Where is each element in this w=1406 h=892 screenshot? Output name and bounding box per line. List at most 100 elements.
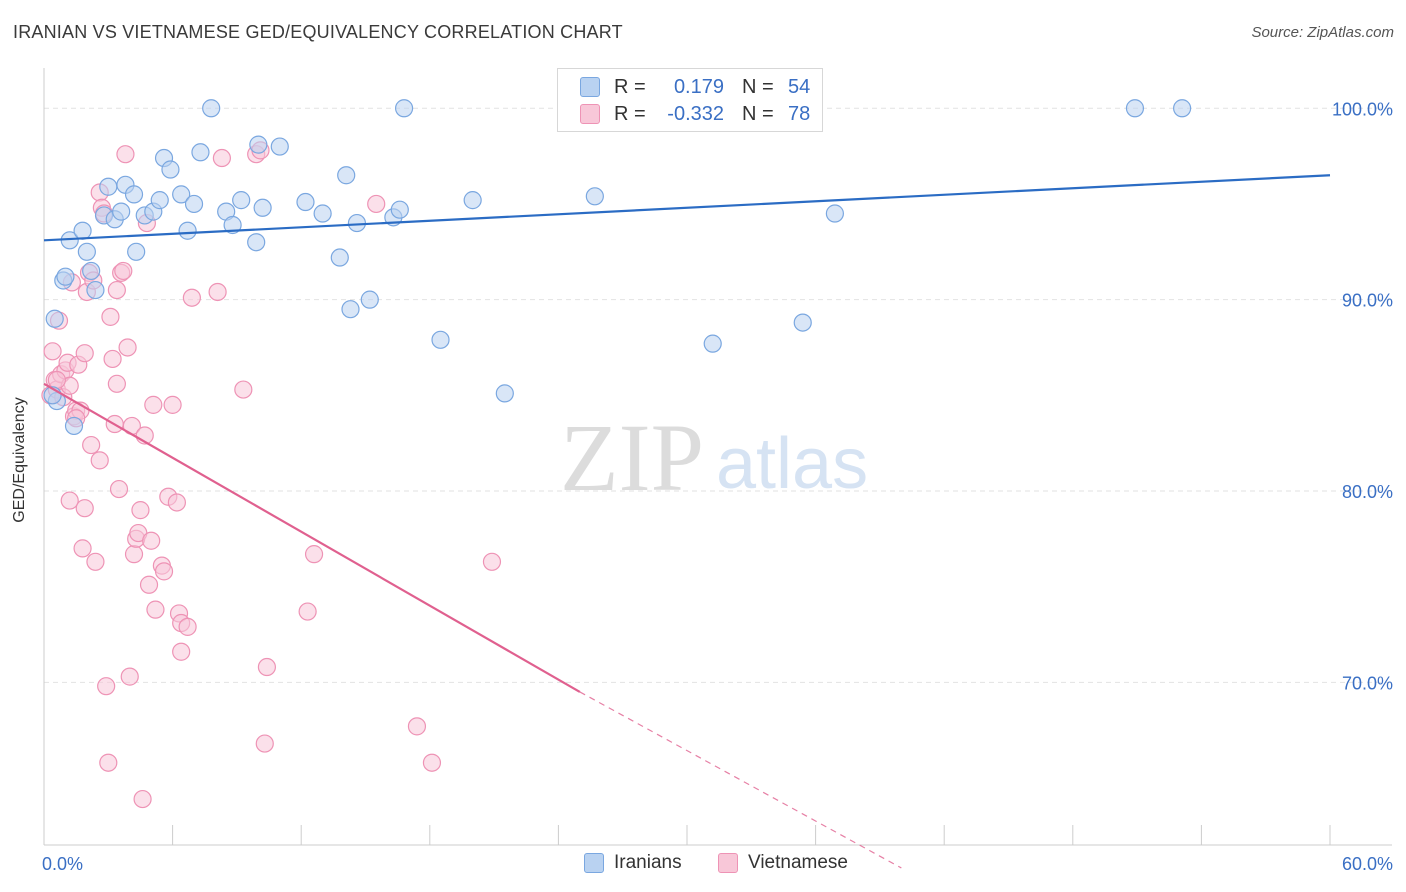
vietnamese-point xyxy=(47,370,66,390)
axes xyxy=(43,68,1392,846)
vietnamese-point xyxy=(146,600,165,619)
vietnamese-point xyxy=(422,753,442,772)
vietnamese-point xyxy=(298,602,317,621)
vietnamese-point xyxy=(90,451,109,470)
iranians-point xyxy=(184,194,204,214)
vietnamese-point xyxy=(167,493,186,512)
y-axis-label: GED/Equivalency xyxy=(11,397,28,523)
vietnamese-points xyxy=(41,141,502,809)
iranians-point xyxy=(270,137,289,156)
iranians-r-value: 0.179 xyxy=(673,75,724,98)
iranians-point xyxy=(86,280,105,300)
iranians-point xyxy=(73,221,92,240)
bottom-legend-vietnamese: Vietnamese xyxy=(718,852,848,874)
iranians-point xyxy=(360,290,379,309)
vietnamese-n-label: N = xyxy=(742,102,774,125)
iranians-point xyxy=(45,309,64,328)
vietnamese-r-label: R = xyxy=(614,102,646,125)
watermark-atlas: atlas xyxy=(716,424,868,504)
vietnamese-point xyxy=(60,491,79,510)
vietnamese-trend-extension xyxy=(579,691,902,869)
vietnamese-point xyxy=(142,531,161,550)
iranians-point xyxy=(1125,99,1145,118)
vietnamese-point xyxy=(103,349,122,369)
iranians-point xyxy=(99,177,118,196)
vietnamese-point xyxy=(97,677,116,696)
vietnamese-point xyxy=(107,280,126,300)
vietnamese-point xyxy=(304,545,324,564)
iranians-point xyxy=(172,185,191,204)
iranians-point xyxy=(112,202,131,221)
vietnamese-point xyxy=(131,501,150,520)
y-tick-label: 80.0% xyxy=(1342,482,1393,502)
vietnamese-point xyxy=(75,499,94,518)
iranians-point xyxy=(313,204,332,223)
vietnamese-point xyxy=(124,545,144,564)
vietnamese-point xyxy=(114,261,133,281)
y-tick-label: 100.0% xyxy=(1332,99,1393,119)
bottom-iranians-label: Iranians xyxy=(614,852,682,873)
iranians-point xyxy=(463,191,482,210)
vietnamese-point xyxy=(255,734,274,753)
iranians-n-label: N = xyxy=(742,75,774,98)
iranians-point xyxy=(124,185,144,204)
vietnamese-point xyxy=(43,342,62,361)
iranians-point xyxy=(191,143,210,162)
vietnamese-point xyxy=(109,479,129,499)
vietnamese-n-value: 78 xyxy=(788,102,811,125)
vietnamese-swatch xyxy=(580,104,600,124)
vietnamese-point xyxy=(86,552,105,571)
vietnamese-point xyxy=(182,288,201,307)
iranians-point xyxy=(337,166,356,185)
iranians-point xyxy=(585,187,604,206)
x-tick-labels: 0.0% 60.0% xyxy=(42,854,1393,874)
vietnamese-point xyxy=(257,657,277,677)
iranians-point xyxy=(232,191,251,210)
legend-row-vietnamese: R = -0.332 N = 78 xyxy=(580,101,810,127)
x-tick-label: 60.0% xyxy=(1342,854,1393,874)
iranians-trend-line xyxy=(43,174,1331,242)
vietnamese-point xyxy=(208,282,227,302)
vietnamese-point xyxy=(407,717,427,736)
iranians-point xyxy=(249,135,268,154)
iranians-point xyxy=(495,384,514,403)
vietnamese-point xyxy=(75,344,94,363)
vietnamese-point xyxy=(154,562,174,581)
watermark-zip: ZIP xyxy=(560,404,704,511)
iranians-point xyxy=(77,242,96,261)
vietnamese-point xyxy=(82,435,101,455)
stats-legend: R = 0.179 N = 54 R = -0.332 N = 78 xyxy=(557,68,823,132)
vietnamese-point xyxy=(101,307,120,326)
y-tick-label: 90.0% xyxy=(1342,291,1393,311)
iranians-point xyxy=(56,267,75,286)
vietnamese-point xyxy=(212,148,231,168)
iranians-point xyxy=(793,313,812,332)
bottom-vietnamese-label: Vietnamese xyxy=(748,852,848,873)
iranians-point xyxy=(150,191,169,210)
iranians-point xyxy=(394,99,414,118)
vietnamese-point xyxy=(107,374,126,393)
watermark: ZIP atlas xyxy=(560,404,868,511)
vietnamese-point xyxy=(139,575,159,594)
iranians-r-label: R = xyxy=(614,75,646,98)
iranians-point xyxy=(202,99,221,118)
iranians-points xyxy=(43,99,1192,436)
vietnamese-point xyxy=(116,145,135,164)
iranians-point xyxy=(127,242,146,261)
vietnamese-point xyxy=(234,380,253,399)
iranians-point xyxy=(390,200,409,219)
iranians-point xyxy=(82,261,101,281)
iranians-point xyxy=(64,416,84,436)
iranians-point xyxy=(1173,99,1192,118)
bottom-vietnamese-swatch xyxy=(718,853,738,873)
vietnamese-point xyxy=(144,395,163,414)
vietnamese-point xyxy=(178,617,197,636)
iranians-n-value: 54 xyxy=(788,75,811,98)
vietnamese-point xyxy=(367,194,386,214)
iranians-point xyxy=(296,192,315,212)
iranians-point xyxy=(178,221,197,240)
bottom-legend-iranians: Iranians xyxy=(584,852,682,874)
chart-title: IRANIAN VS VIETNAMESE GED/EQUIVALENCY CO… xyxy=(13,22,623,42)
vietnamese-point xyxy=(133,789,152,809)
vietnamese-r-value: -0.332 xyxy=(667,102,724,125)
